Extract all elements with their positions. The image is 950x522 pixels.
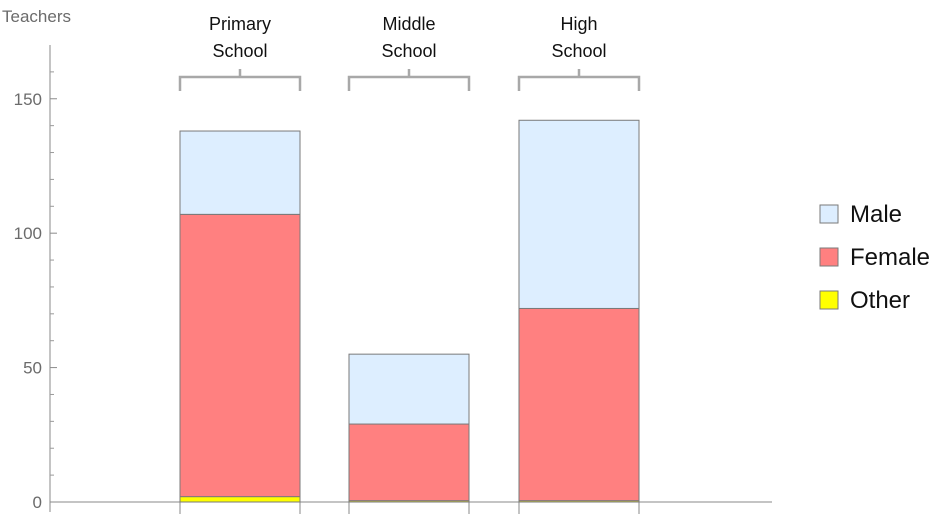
bar-female-high-school: [518, 307, 640, 502]
y-tick-label: 0: [33, 493, 42, 512]
bar-male-middle-school: [348, 353, 470, 425]
legend-swatch-other: [819, 290, 839, 310]
legend-label-other: Other: [850, 287, 910, 314]
bars: [179, 119, 640, 503]
bar-other-primary-school: [179, 496, 301, 503]
y-tick-label: 100: [14, 224, 42, 243]
category-label: High: [560, 14, 597, 34]
category-label: School: [212, 41, 267, 61]
y-tick-label: 150: [14, 90, 42, 109]
legend: Male Female Other: [819, 201, 930, 314]
y-axis-label: Teachers: [2, 7, 71, 26]
bar-male-high-school: [518, 119, 640, 309]
bar-female-middle-school: [348, 423, 470, 502]
category-label: School: [551, 41, 606, 61]
category-brackets: Primary School Middle School High School: [178, 14, 641, 91]
category-bracket: [517, 69, 641, 91]
category-label: Primary: [209, 14, 271, 34]
bar-female-primary-school: [179, 213, 301, 498]
axes: Teachers 0 50 100 150: [2, 7, 772, 514]
category-label: School: [381, 41, 436, 61]
category-label: Middle: [382, 14, 435, 34]
bar-male-primary-school: [179, 130, 301, 215]
legend-swatch-male: [819, 204, 839, 224]
category-bracket: [178, 69, 302, 91]
legend-label-male: Male: [850, 201, 902, 228]
y-tick-label: 50: [23, 359, 42, 378]
legend-label-female: Female: [850, 244, 930, 271]
legend-swatch-female: [819, 247, 839, 267]
category-bracket: [347, 69, 471, 91]
